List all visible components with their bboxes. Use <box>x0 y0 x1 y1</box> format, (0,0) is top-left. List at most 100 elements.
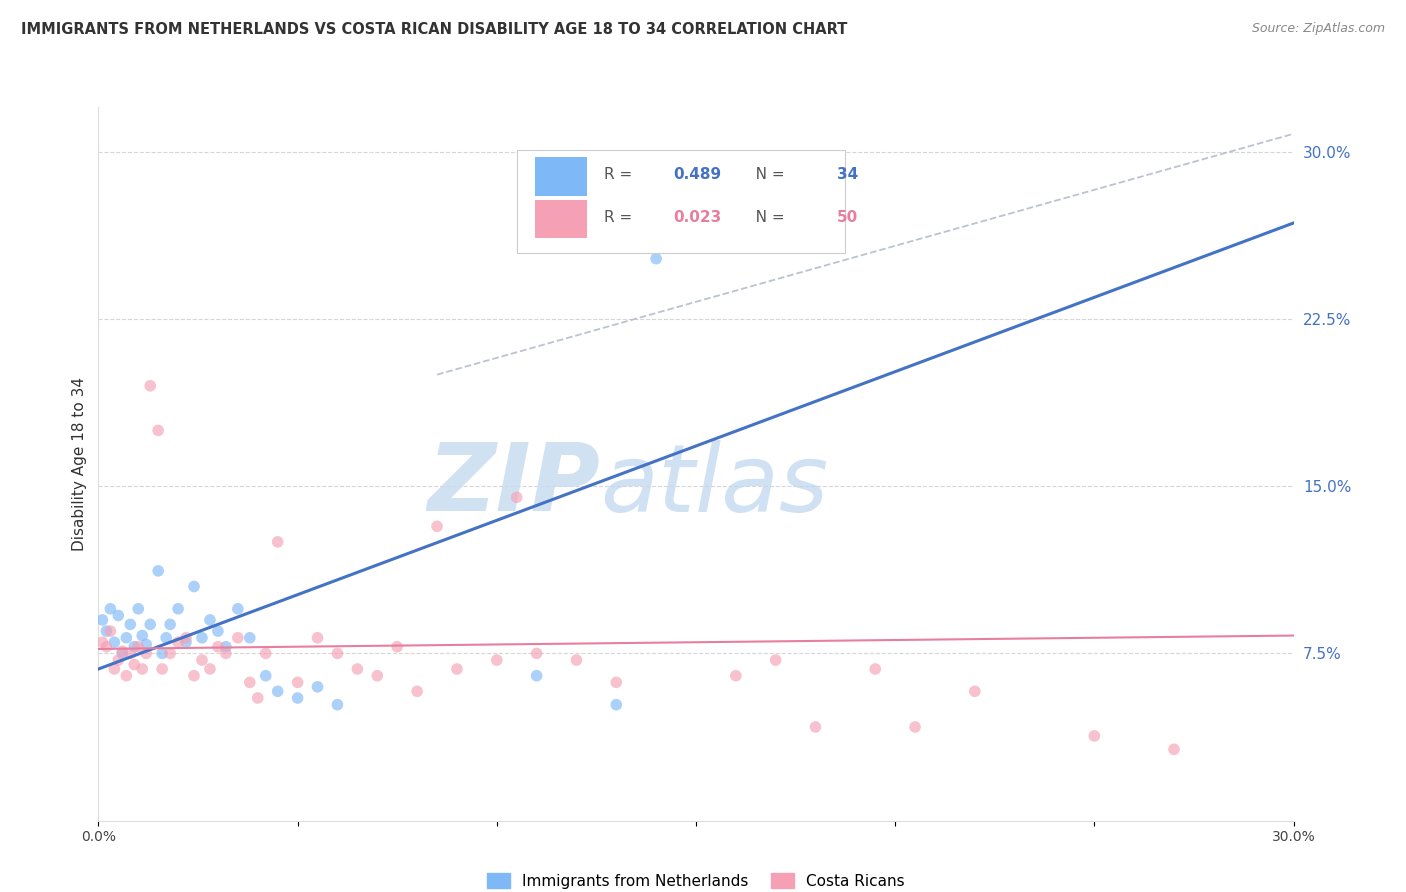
Point <box>174 635 197 649</box>
Point <box>183 580 205 594</box>
FancyBboxPatch shape <box>517 150 845 253</box>
Point <box>307 631 329 645</box>
Text: N =: N = <box>741 168 790 182</box>
Point <box>103 635 125 649</box>
Text: 0.023: 0.023 <box>673 211 721 225</box>
Point <box>191 631 214 645</box>
Point <box>724 669 747 683</box>
Point <box>605 698 627 712</box>
Point <box>139 378 162 392</box>
Point <box>804 720 827 734</box>
Text: R =: R = <box>605 168 637 182</box>
Point <box>107 653 129 667</box>
Point <box>287 675 309 690</box>
Point <box>167 602 190 616</box>
Point <box>96 640 118 654</box>
Point <box>226 602 249 616</box>
Point <box>120 646 142 660</box>
Point <box>526 646 548 660</box>
Point <box>366 669 388 683</box>
Point <box>148 424 170 438</box>
Point <box>765 653 787 667</box>
Point <box>239 631 262 645</box>
Point <box>605 675 627 690</box>
Point <box>183 669 205 683</box>
Point <box>645 252 668 266</box>
Point <box>198 662 221 676</box>
Text: 0.489: 0.489 <box>673 168 721 182</box>
Point <box>506 491 529 505</box>
Point <box>287 690 309 705</box>
Point <box>91 635 114 649</box>
Point <box>111 644 134 658</box>
Point <box>107 608 129 623</box>
Point <box>215 646 238 660</box>
Point <box>91 613 114 627</box>
Point <box>135 646 157 660</box>
Point <box>226 631 249 645</box>
Point <box>307 680 329 694</box>
Text: N =: N = <box>741 211 790 225</box>
Point <box>131 628 153 642</box>
Point <box>406 684 429 698</box>
Point <box>111 646 134 660</box>
Point <box>426 519 449 533</box>
Point <box>96 624 118 639</box>
Point <box>139 617 162 632</box>
Point <box>207 640 229 654</box>
Point <box>150 646 173 660</box>
Point <box>326 698 349 712</box>
Y-axis label: Disability Age 18 to 34: Disability Age 18 to 34 <box>72 376 87 551</box>
Point <box>120 617 142 632</box>
Point <box>254 646 277 660</box>
Point <box>124 640 146 654</box>
Point <box>148 564 170 578</box>
Point <box>904 720 927 734</box>
Point <box>346 662 368 676</box>
Point <box>100 602 122 616</box>
Point <box>115 631 138 645</box>
Point <box>159 617 181 632</box>
Point <box>103 662 125 676</box>
Point <box>267 534 290 549</box>
Point <box>963 684 986 698</box>
Point <box>246 690 269 705</box>
Text: atlas: atlas <box>600 440 828 531</box>
Text: ZIP: ZIP <box>427 439 600 532</box>
Point <box>1083 729 1105 743</box>
Point <box>127 640 149 654</box>
Point <box>124 657 146 672</box>
FancyBboxPatch shape <box>534 157 588 195</box>
Point <box>159 646 181 660</box>
Point <box>135 637 157 651</box>
Point <box>115 669 138 683</box>
Point <box>150 662 173 676</box>
Point <box>100 624 122 639</box>
Point <box>1163 742 1185 756</box>
Text: 34: 34 <box>837 168 858 182</box>
Point <box>174 631 197 645</box>
Point <box>267 684 290 698</box>
Point <box>127 602 149 616</box>
Point <box>198 613 221 627</box>
Text: Source: ZipAtlas.com: Source: ZipAtlas.com <box>1251 22 1385 36</box>
Point <box>385 640 409 654</box>
Point <box>526 669 548 683</box>
Point <box>446 662 468 676</box>
Point <box>207 624 229 639</box>
Point <box>167 635 190 649</box>
Point <box>215 640 238 654</box>
Point <box>565 653 588 667</box>
Point <box>191 653 214 667</box>
Point <box>254 669 277 683</box>
Point <box>485 653 508 667</box>
Text: IMMIGRANTS FROM NETHERLANDS VS COSTA RICAN DISABILITY AGE 18 TO 34 CORRELATION C: IMMIGRANTS FROM NETHERLANDS VS COSTA RIC… <box>21 22 848 37</box>
Legend: Immigrants from Netherlands, Costa Ricans: Immigrants from Netherlands, Costa Rican… <box>481 867 911 892</box>
FancyBboxPatch shape <box>534 200 588 238</box>
Point <box>326 646 349 660</box>
Point <box>239 675 262 690</box>
Text: 50: 50 <box>837 211 858 225</box>
Text: R =: R = <box>605 211 637 225</box>
Point <box>155 631 177 645</box>
Point <box>863 662 887 676</box>
